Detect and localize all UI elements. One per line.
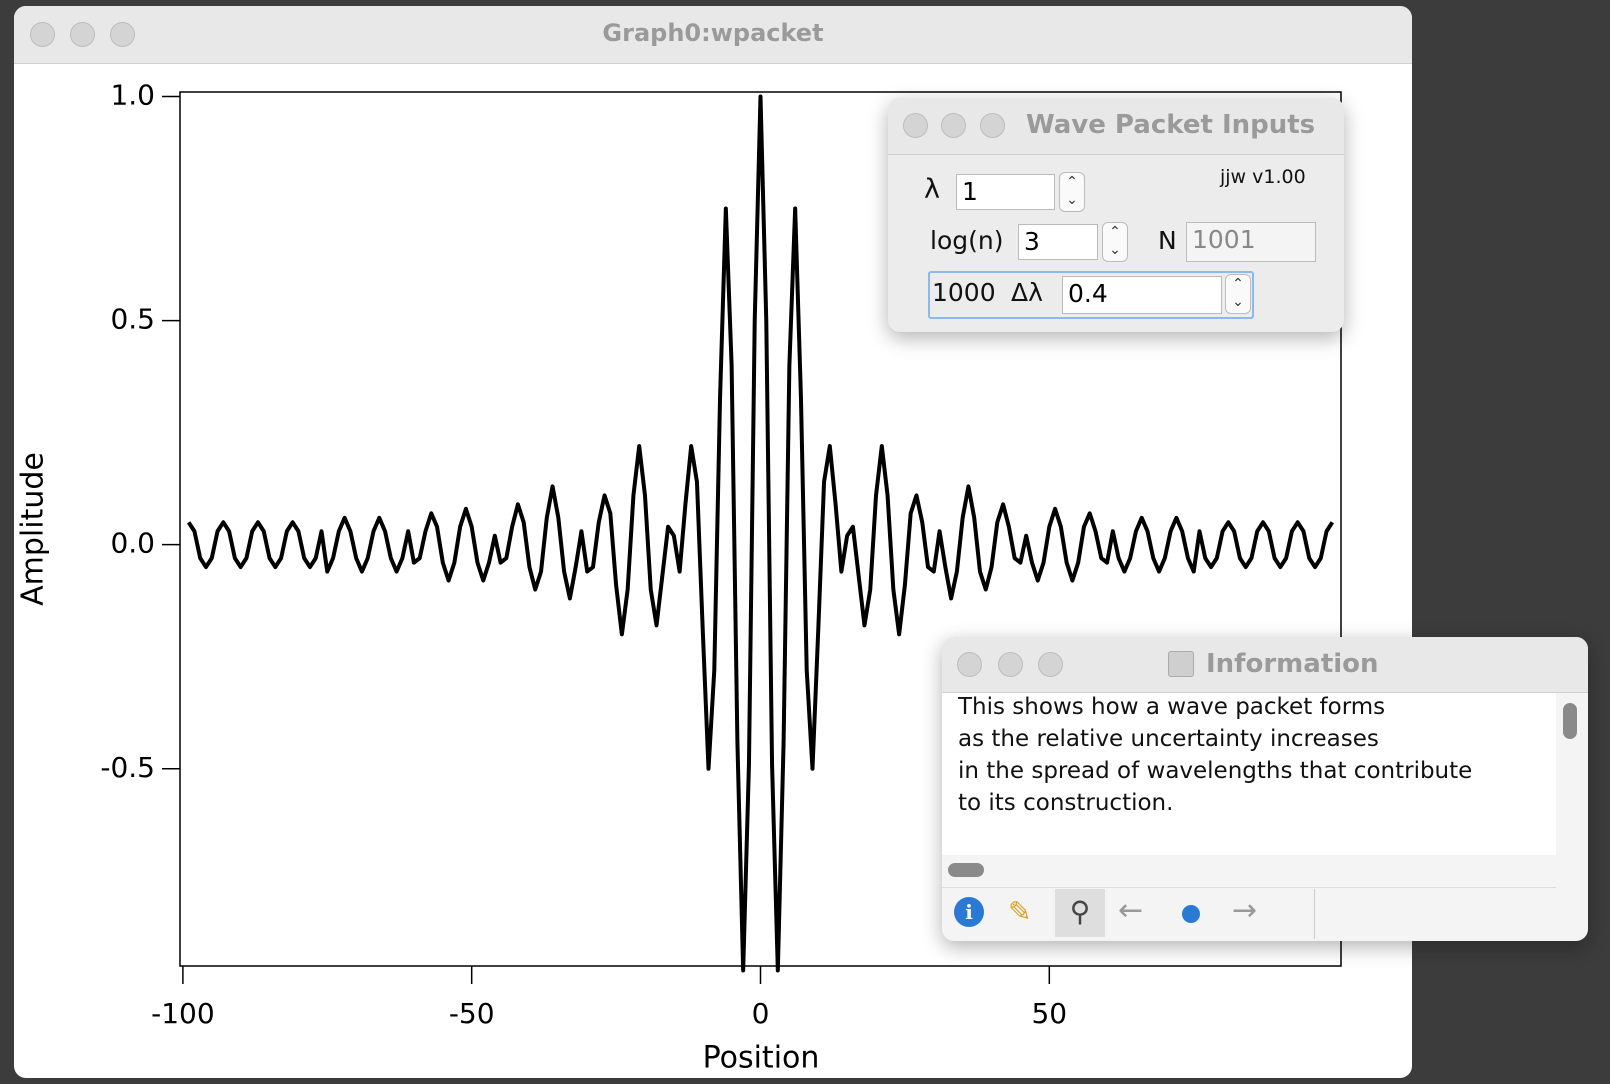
version-label: jjw v1.00 xyxy=(1220,166,1306,188)
close-button[interactable] xyxy=(30,22,55,47)
separator xyxy=(1314,889,1315,939)
dlambda-stepper[interactable]: ⌃ ⌄ xyxy=(1225,274,1251,314)
info-line: to its construction. xyxy=(958,790,1174,816)
panel-title: Information xyxy=(1206,649,1379,679)
focus-frame xyxy=(928,271,1254,319)
y-tick-label: 0.5 xyxy=(110,303,155,336)
close-button[interactable] xyxy=(903,113,928,138)
lambda-label: λ xyxy=(924,174,940,205)
dlambda-input[interactable]: 0.4 xyxy=(1062,276,1222,314)
forward-button[interactable]: → xyxy=(1232,893,1258,928)
x-tick-label: -100 xyxy=(151,997,215,1030)
zoom-button[interactable] xyxy=(1038,652,1063,677)
text-area[interactable]: This shows how a wave packet forms as th… xyxy=(942,693,1556,855)
close-button[interactable] xyxy=(957,652,982,677)
zoom-button[interactable] xyxy=(110,22,135,47)
window-title: Graph0:wpacket xyxy=(602,19,824,47)
minimize-button[interactable] xyxy=(70,22,95,47)
x-tick-label: 0 xyxy=(752,997,770,1030)
info-line: as the relative uncertainty increases xyxy=(958,726,1379,752)
info-icon xyxy=(1168,651,1194,677)
n-display: 1001 xyxy=(1186,222,1316,262)
edit-button[interactable]: ✎ xyxy=(1008,895,1032,928)
y-tick-label: 1.0 xyxy=(110,78,155,111)
panel-title-bar: Information xyxy=(942,637,1588,693)
panel-title-bar: Wave Packet Inputs xyxy=(888,98,1344,155)
y-tick-label: -0.5 xyxy=(100,751,155,784)
x-axis-label: Position xyxy=(703,1041,820,1076)
home-button[interactable] xyxy=(1182,905,1200,923)
count-label: 1000 xyxy=(932,278,996,307)
back-button[interactable]: ← xyxy=(1118,893,1144,928)
minimize-button[interactable] xyxy=(941,113,966,138)
logn-label: log(n) xyxy=(930,226,1004,255)
y-tick-label: 0.0 xyxy=(110,527,155,560)
logn-input[interactable]: 3 xyxy=(1018,224,1098,260)
lambda-stepper[interactable]: ⌃ ⌄ xyxy=(1059,172,1085,212)
logn-stepper[interactable]: ⌃ ⌄ xyxy=(1102,222,1128,262)
info-button[interactable]: i xyxy=(954,897,984,927)
n-label: N xyxy=(1158,226,1177,255)
inputs-panel: Wave Packet Inputs jjw v1.00 λ 1 ⌃ ⌄ log(… xyxy=(888,98,1344,332)
vertical-scrollbar[interactable] xyxy=(1563,703,1577,739)
panel-title: Wave Packet Inputs xyxy=(1026,110,1316,140)
info-line: This shows how a wave packet forms xyxy=(958,694,1386,720)
y-axis-label: Amplitude xyxy=(16,452,51,606)
x-tick-label: -50 xyxy=(449,997,495,1030)
data-line xyxy=(186,94,1335,973)
x-tick-label: 50 xyxy=(1031,997,1067,1030)
dlambda-label: Δλ xyxy=(1011,278,1043,307)
horizontal-scrollbar[interactable] xyxy=(948,863,984,877)
lambda-input[interactable]: 1 xyxy=(956,174,1055,210)
search-button[interactable]: ⚲ xyxy=(1055,889,1105,937)
separator xyxy=(942,887,1556,888)
info-panel: Information This shows how a wave packet… xyxy=(942,637,1588,941)
zoom-button[interactable] xyxy=(980,113,1005,138)
info-line: in the spread of wavelengths that contri… xyxy=(958,758,1473,784)
minimize-button[interactable] xyxy=(998,652,1023,677)
title-bar: Graph0:wpacket xyxy=(14,6,1412,64)
